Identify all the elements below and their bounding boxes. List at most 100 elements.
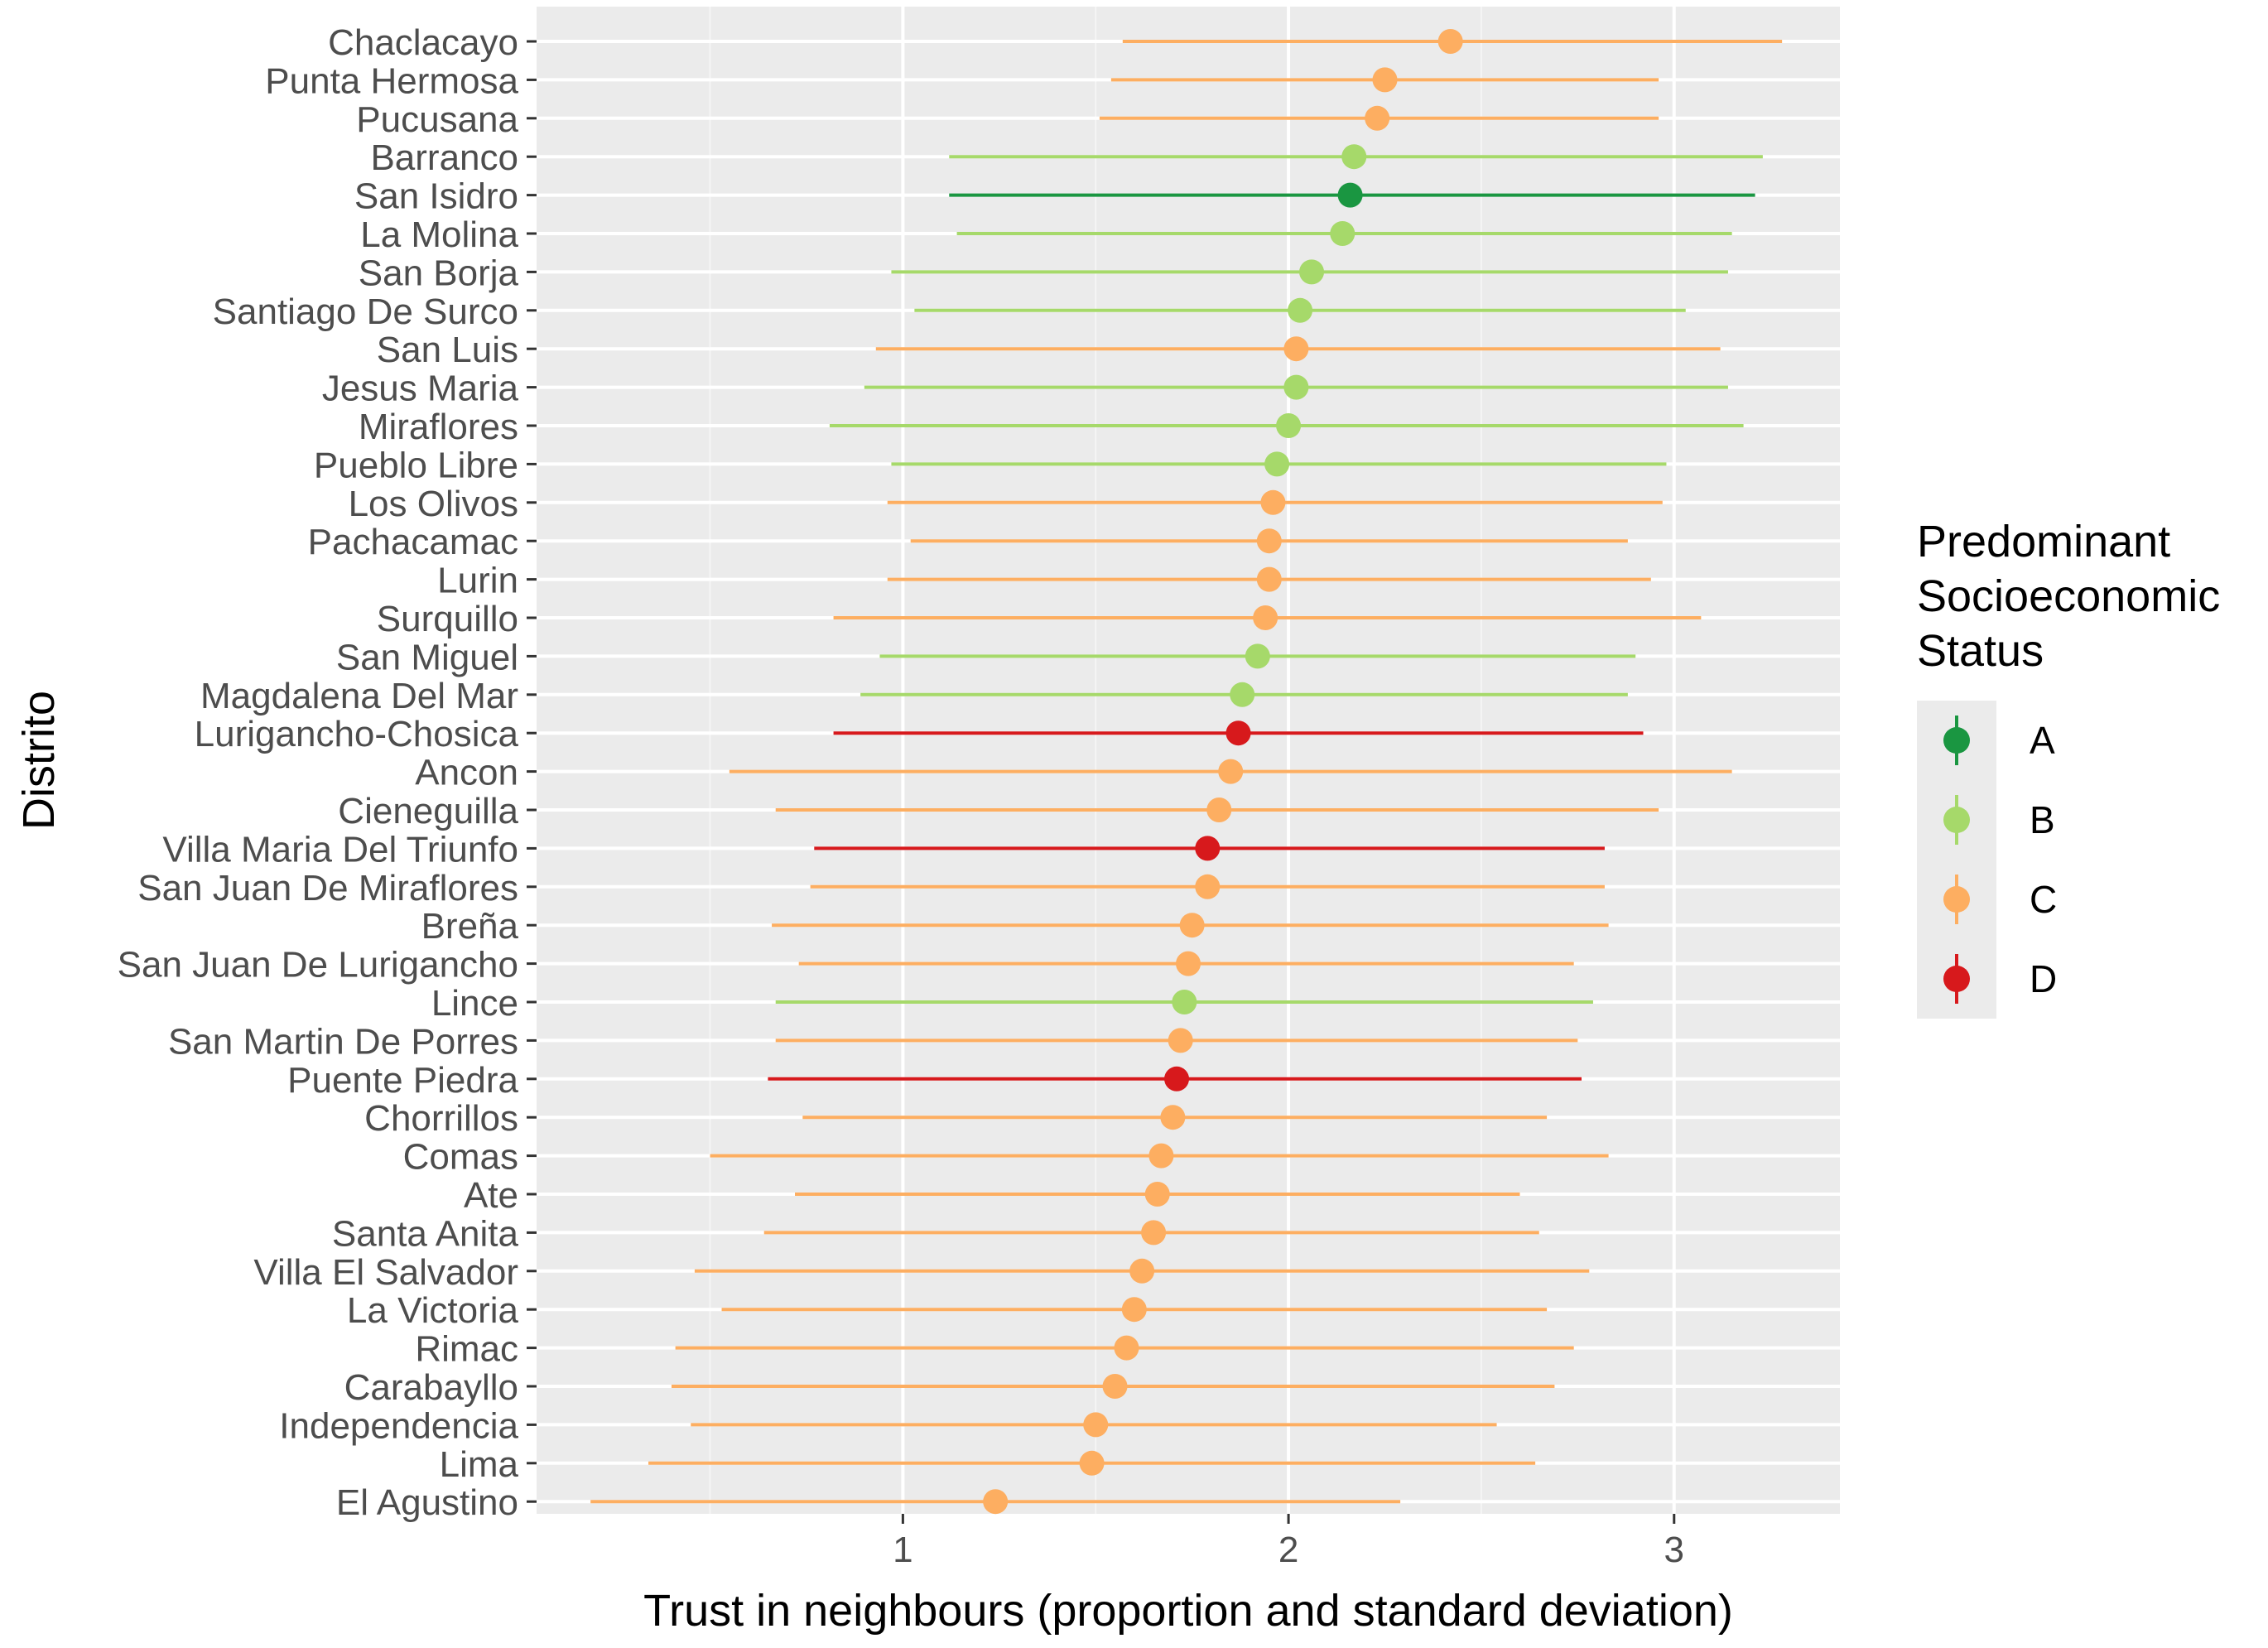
y-tick-label: Surquillo [377,599,518,639]
data-point [1337,182,1363,208]
data-point [1225,720,1251,746]
data-point [1176,951,1201,976]
data-point [1245,643,1270,669]
y-tick-label: La Victoria [347,1290,519,1331]
legend-label: A [2030,719,2055,762]
data-point [1129,1258,1155,1284]
data-point [1179,913,1205,938]
data-point [1102,1374,1128,1399]
x-axis: 1 2 3 [893,1514,1684,1570]
data-point [1206,797,1232,822]
data-point [1195,836,1221,861]
data-point [1230,682,1255,707]
y-tick-label: San Borja [359,253,519,293]
data-point [1341,144,1367,170]
y-tick-label: Santa Anita [332,1213,519,1254]
legend-key-point [1943,966,1970,992]
y-tick-label: Barranco [370,137,518,178]
y-tick-label: Lima [440,1444,519,1485]
y-tick-label: Santiago De Surco [213,292,518,332]
data-point [1372,67,1398,93]
y-tick-label: Breña [421,906,519,947]
y-tick-label: Los Olivos [349,484,518,524]
data-point [1330,221,1356,246]
data-point [1172,990,1197,1014]
data-point [1256,528,1282,554]
data-point [1253,605,1278,630]
data-point [1283,336,1309,362]
y-tick-label: Pucusana [356,99,518,140]
legend-label: D [2030,957,2057,1000]
y-tick-label: Cieneguilla [338,791,518,831]
plot-panel [537,7,1840,1514]
data-point [1276,413,1302,438]
x-tick-label: 1 [893,1530,912,1570]
y-tick-label: Chorrillos [364,1098,518,1139]
y-tick-label: San Juan De Lurigancho [118,945,518,985]
legend-label: C [2030,878,2057,921]
data-point [1144,1182,1170,1207]
y-tick-label: Villa El Salvador [253,1252,518,1293]
data-point [1083,1412,1109,1438]
data-point [1079,1450,1105,1476]
data-point [1168,1028,1193,1053]
y-tick-label: Independencia [279,1405,518,1446]
y-axis-title: Distrito [14,691,64,830]
y-tick-label: Puente Piedra [287,1060,518,1101]
y-tick-label: Punta Hermosa [265,60,518,101]
data-point [1365,105,1390,131]
data-point [1114,1335,1139,1361]
data-point [1264,451,1290,477]
legend-title-line: Socioeconomic [1917,571,2220,621]
x-tick-label: 2 [1278,1530,1298,1570]
x-tick-label: 3 [1664,1530,1684,1570]
data-point [1148,1143,1174,1169]
y-tick-label: Magdalena Del Mar [200,676,518,716]
y-tick-label: Jesus Maria [322,369,519,409]
data-point [1256,566,1282,592]
y-tick-label: San Miguel [336,637,518,677]
data-point [1288,297,1313,323]
x-axis-title: Trust in neighbours (proportion and stan… [643,1586,1733,1636]
legend-key-point [1943,727,1970,754]
y-tick-label: Carabayllo [344,1367,518,1408]
legend-title-line: Status [1917,626,2044,676]
data-points [983,29,1463,1515]
y-tick-label: El Agustino [336,1482,518,1523]
y-tick-label: San Martin De Porres [168,1021,518,1062]
data-point [1164,1066,1190,1091]
legend-key-point [1943,886,1970,913]
minor-gridlines [709,7,1482,1514]
data-point [1121,1297,1147,1323]
legend-key-point [1943,807,1970,833]
y-tick-label: Lince [431,983,518,1024]
data-point [1218,759,1244,784]
y-tick-label: Ate [464,1175,518,1216]
data-point [1160,1105,1186,1130]
legend-label: B [2030,798,2055,841]
data-point [983,1489,1009,1515]
data-point [1437,29,1463,54]
y-tick-label: Chaclacayo [328,22,518,63]
legend-title-line: Predominant [1917,517,2170,566]
y-tick-label: Miraflores [359,407,518,447]
y-tick-label: Lurin [437,561,518,601]
y-tick-label: San Juan De Miraflores [137,868,518,908]
y-tick-label: Pueblo Libre [314,445,518,485]
data-point [1260,489,1286,515]
y-tick-label: La Molina [360,214,518,255]
y-tick-label: Villa Maria Del Triunfo [162,829,518,870]
y-tick-label: Lurigancho-Chosica [195,714,519,754]
data-point [1195,874,1221,899]
data-point [1141,1220,1167,1246]
y-tick-label: San Isidro [354,176,518,217]
y-tick-label: Comas [403,1137,518,1178]
data-point [1283,374,1309,400]
y-tick-label: San Luis [377,330,518,370]
y-tick-label: Pachacamac [308,522,518,562]
y-tick-label: Ancon [415,753,518,793]
data-point [1299,259,1325,285]
